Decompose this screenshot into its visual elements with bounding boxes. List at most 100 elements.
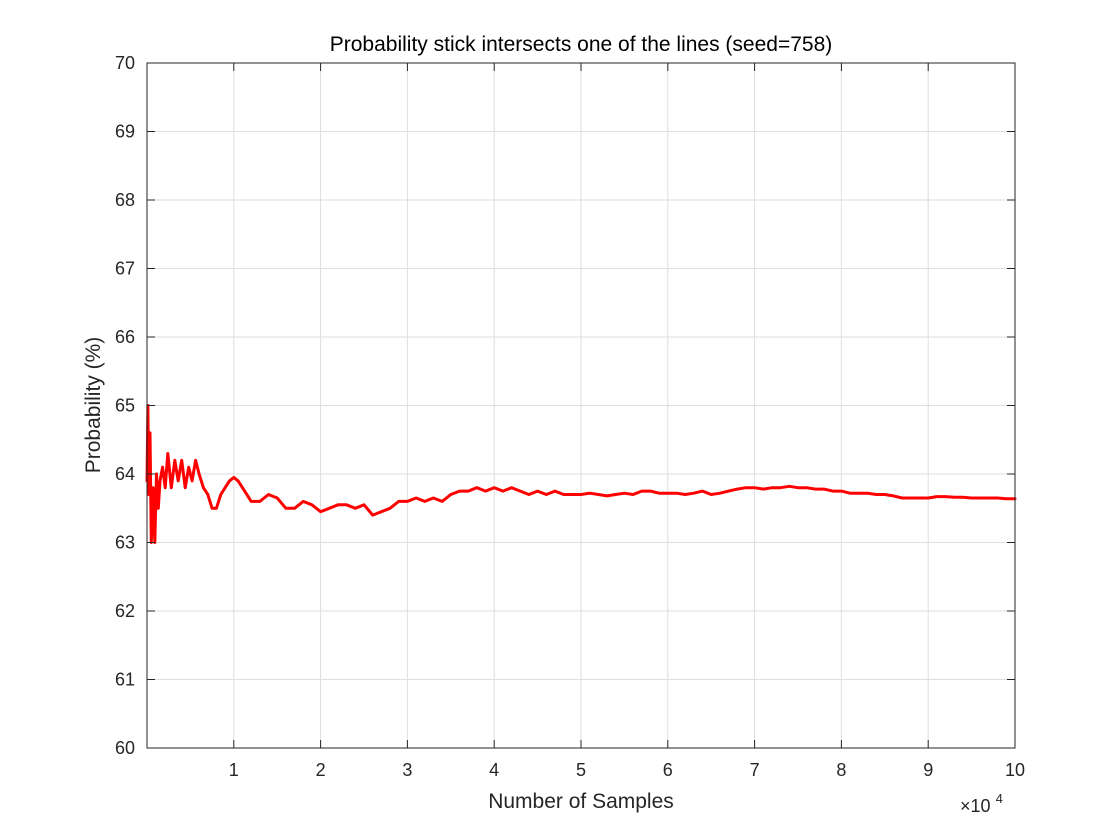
data-point bbox=[805, 486, 808, 489]
data-point bbox=[406, 500, 409, 503]
y-tick-label: 67 bbox=[115, 259, 135, 279]
x-tick-label: 3 bbox=[402, 760, 412, 780]
data-point bbox=[667, 492, 669, 495]
data-point bbox=[311, 504, 313, 506]
data-point bbox=[675, 492, 678, 495]
data-point bbox=[276, 497, 279, 499]
data-point bbox=[658, 492, 660, 495]
data-point bbox=[259, 500, 261, 503]
x-tick-label: 1 bbox=[229, 760, 239, 780]
data-point bbox=[849, 492, 851, 495]
data-point bbox=[450, 493, 452, 496]
x-tick-label: 6 bbox=[663, 760, 673, 780]
chart-title: Probability stick intersects one of the … bbox=[330, 33, 833, 56]
data-point bbox=[167, 452, 169, 455]
x-exponent-label: ×10 4 bbox=[960, 791, 1003, 816]
x-axis-label: Number of Samples bbox=[488, 790, 674, 813]
data-point bbox=[632, 493, 634, 496]
data-point bbox=[719, 492, 721, 495]
data-point bbox=[363, 504, 365, 506]
ticks bbox=[147, 62, 1016, 749]
data-point bbox=[328, 507, 331, 510]
data-point bbox=[684, 493, 686, 496]
y-tick-label: 70 bbox=[115, 53, 135, 73]
data-point bbox=[884, 493, 886, 496]
data-point bbox=[147, 493, 150, 496]
data-point bbox=[588, 492, 591, 495]
data-point bbox=[180, 459, 183, 462]
data-point bbox=[237, 480, 239, 482]
data-point bbox=[519, 490, 521, 492]
data-point bbox=[174, 459, 176, 462]
data-point bbox=[797, 486, 799, 489]
data-point bbox=[458, 490, 461, 492]
x-tick-label: 9 bbox=[923, 760, 933, 780]
data-point bbox=[745, 486, 747, 489]
data-point bbox=[927, 497, 929, 499]
data-point bbox=[152, 486, 154, 489]
data-point bbox=[701, 490, 704, 492]
data-point bbox=[337, 504, 339, 506]
x-tick-label: 4 bbox=[489, 760, 499, 780]
data-point bbox=[823, 488, 825, 490]
data-point bbox=[606, 495, 608, 497]
y-tick-label: 62 bbox=[115, 601, 135, 621]
y-axis-label: Probability (%) bbox=[82, 337, 105, 474]
data-point bbox=[580, 493, 582, 496]
data-point bbox=[319, 510, 322, 513]
data-point bbox=[831, 490, 834, 492]
data-point bbox=[597, 493, 600, 496]
data-point bbox=[996, 497, 999, 499]
data-point bbox=[814, 488, 817, 490]
x-tick-label: 8 bbox=[836, 760, 846, 780]
data-point bbox=[962, 496, 964, 499]
data-point bbox=[623, 492, 626, 495]
data-point bbox=[753, 486, 756, 489]
data-point bbox=[224, 486, 226, 489]
y-tick-label: 65 bbox=[115, 396, 135, 416]
data-point bbox=[441, 500, 443, 503]
data-point bbox=[979, 497, 982, 499]
data-point bbox=[161, 466, 164, 469]
data-point bbox=[207, 493, 209, 496]
data-point bbox=[614, 493, 617, 496]
data-point bbox=[241, 486, 244, 489]
data-point bbox=[293, 507, 296, 510]
x-exponent-base: ×10 bbox=[960, 796, 991, 816]
data-point bbox=[866, 492, 869, 495]
data-point bbox=[476, 486, 478, 489]
data-point bbox=[228, 480, 231, 482]
data-point bbox=[649, 490, 652, 492]
data-point bbox=[155, 473, 158, 475]
data-point bbox=[693, 492, 695, 495]
data-point bbox=[858, 492, 860, 495]
y-tick-label: 61 bbox=[115, 670, 135, 690]
data-point bbox=[528, 493, 530, 496]
data-point bbox=[502, 490, 504, 492]
data-point bbox=[198, 473, 200, 475]
x-tick-label: 2 bbox=[316, 760, 326, 780]
x-tick-label: 10 bbox=[1005, 760, 1025, 780]
data-point bbox=[545, 493, 548, 496]
data-point bbox=[892, 495, 895, 497]
data-point bbox=[467, 490, 470, 492]
data-point bbox=[710, 493, 712, 496]
data-point bbox=[779, 486, 782, 489]
data-point bbox=[554, 490, 556, 492]
data-point bbox=[901, 497, 903, 499]
data-point bbox=[285, 507, 287, 510]
data-point bbox=[302, 500, 305, 503]
data-point bbox=[389, 507, 391, 510]
y-tick-label: 66 bbox=[115, 327, 135, 347]
data-point bbox=[840, 490, 843, 492]
data-point bbox=[184, 486, 186, 489]
data-point bbox=[380, 510, 383, 513]
data-point bbox=[267, 493, 270, 496]
data-point bbox=[953, 496, 955, 499]
x-exponent-power: 4 bbox=[996, 791, 1003, 806]
data-point bbox=[397, 500, 400, 503]
data-point bbox=[345, 504, 348, 506]
data-point bbox=[988, 497, 990, 499]
data-point bbox=[536, 490, 539, 492]
